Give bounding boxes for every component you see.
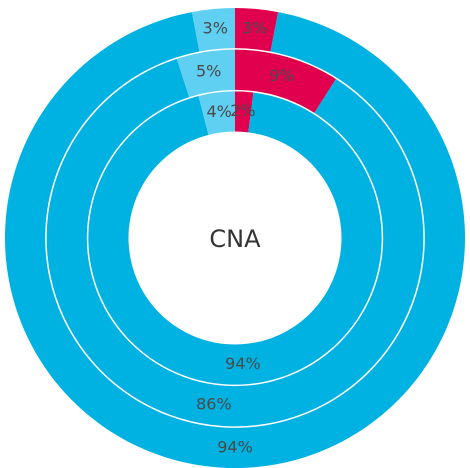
slice-label: 86% [196, 394, 232, 413]
slice-label: 4% [206, 102, 231, 121]
center-label: CNA [209, 225, 261, 253]
slice [235, 91, 254, 133]
slice [198, 91, 235, 135]
slice [235, 49, 336, 113]
slice-label: 94% [225, 354, 261, 373]
slice-label: 9% [269, 66, 294, 85]
slice [235, 8, 279, 52]
slice-label: 3% [242, 19, 267, 38]
slice-label: 5% [196, 61, 221, 80]
slice [176, 49, 235, 98]
rings [5, 8, 465, 468]
slice [191, 8, 235, 52]
labels: 3% 94% 3% 9% 86% 5% 2% 94% 4% [196, 19, 295, 457]
slice-label: 2% [230, 101, 255, 120]
slice-label: 3% [203, 19, 228, 38]
slice-label: 94% [217, 437, 253, 456]
